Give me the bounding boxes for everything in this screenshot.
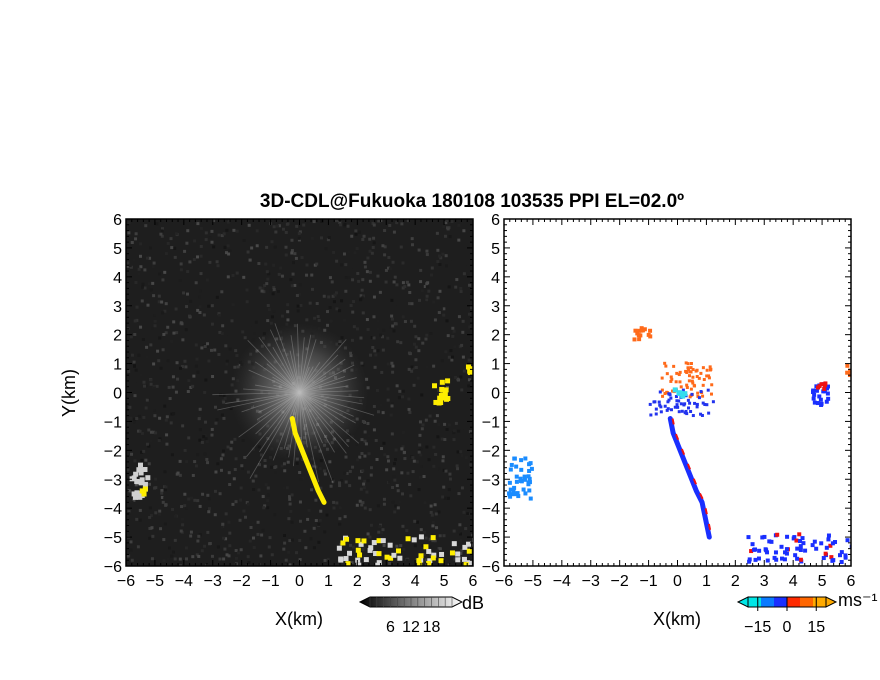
southeast-band — [336, 534, 473, 566]
x-axis-label: X(km) — [275, 609, 323, 629]
x-tick-label: −3 — [204, 573, 222, 590]
x-tick-label: 1 — [324, 573, 333, 590]
x-tick-label: −3 — [582, 573, 600, 590]
y-tick-label: 3 — [491, 299, 500, 316]
x-tick-label: 5 — [440, 573, 449, 590]
x-tick-label: 0 — [673, 573, 682, 590]
plot-area — [504, 219, 851, 566]
y-tick-label: 0 — [491, 386, 500, 403]
y-tick-label: −6 — [482, 559, 500, 576]
db-colorbar-tick: 18 — [423, 619, 441, 636]
y-axis-label: Y(km) — [59, 369, 79, 417]
y-tick-label: −4 — [104, 501, 122, 518]
line-echo — [289, 416, 327, 505]
y-tick-label: 4 — [491, 270, 500, 287]
y-tick-label: 2 — [113, 328, 122, 345]
axis-ticks — [125, 218, 474, 567]
x-tick-label: 6 — [469, 573, 478, 590]
west-patch — [507, 456, 534, 501]
y-tick-label: 4 — [113, 270, 122, 287]
velocity-colorbar-tick: 0 — [783, 619, 792, 636]
x-tick-label: −2 — [233, 573, 251, 590]
velocity-panel: −6 −5 −4 −3 −2 −1 0 1 2 3 4 5 6 −6 −5 −4 −3 −2 −1 0 1 2 3 4 5 6 X(… — [482, 212, 856, 629]
velocity-colorbar-high-arrow — [825, 596, 838, 608]
y-tick-label: −2 — [104, 443, 122, 460]
y-tick-label: −1 — [104, 414, 122, 431]
velocity-colorbar-segment — [787, 597, 801, 607]
east-patch-red — [815, 381, 828, 391]
x-tick-label: −4 — [553, 573, 571, 590]
y-tick-label: −4 — [482, 501, 500, 518]
x-tick-label: −4 — [175, 573, 193, 590]
southeast-band — [746, 532, 851, 564]
y-tick-label: −5 — [482, 530, 500, 547]
db-colorbar-tick: 12 — [402, 619, 420, 636]
y-tick-label: 1 — [491, 357, 500, 374]
y-tick-label: −6 — [104, 559, 122, 576]
x-tick-label: −5 — [146, 573, 164, 590]
velocity-colorbar-segment — [800, 597, 814, 607]
velocity-colorbar: −15 0 15 ms⁻¹ — [736, 590, 878, 636]
velocity-colorbar-tick: −15 — [744, 619, 771, 636]
x-axis-label: X(km) — [653, 609, 701, 629]
west-patch-core — [139, 486, 148, 497]
y-tick-label: 3 — [113, 299, 122, 316]
y-tick-label: 6 — [491, 212, 500, 229]
velocity-colorbar-segment — [813, 597, 827, 607]
x-tick-label: 4 — [411, 573, 420, 590]
x-tick-label: −1 — [639, 573, 657, 590]
x-tick-label: 3 — [760, 573, 769, 590]
y-tick-label: 5 — [491, 241, 500, 258]
plot-area — [126, 219, 473, 566]
y-tick-label: 2 — [491, 328, 500, 345]
velocity-colorbar-tick: 15 — [807, 619, 825, 636]
db-colorbar-label: dB — [462, 593, 484, 613]
y-tick-label: −1 — [482, 414, 500, 431]
x-tick-label: 4 — [789, 573, 798, 590]
cyan-center — [672, 387, 688, 399]
y-tick-label: −2 — [482, 443, 500, 460]
velocity-colorbar-segment — [761, 597, 775, 607]
y-tick-label: 1 — [113, 357, 122, 374]
x-tick-label: 1 — [702, 573, 711, 590]
x-tick-label: −2 — [611, 573, 629, 590]
outbound-cluster-north — [632, 326, 653, 342]
db-colorbar-tick: 6 — [386, 619, 395, 636]
x-tick-label: 5 — [818, 573, 827, 590]
y-tick-label: −5 — [104, 530, 122, 547]
radial-clutter — [230, 323, 369, 462]
x-tick-label: 3 — [382, 573, 391, 590]
x-tick-label: 2 — [731, 573, 740, 590]
reflectivity-panel: −6 −5 −4 −3 −2 −1 0 1 2 3 4 5 6 −6 −5 −4 −3 −2 −1 0 1 2 3 4 5 6 X(… — [59, 212, 478, 629]
figure-title: 3D-CDL@Fukuoka 180108 103535 PPI EL=02.0… — [260, 191, 684, 212]
x-tick-label: 0 — [295, 573, 304, 590]
x-tick-label: −6 — [117, 573, 135, 590]
y-tick-label: −3 — [482, 472, 500, 489]
east-patch — [432, 378, 451, 406]
line-echo — [667, 416, 712, 540]
line-echo-red-fringe — [671, 418, 713, 538]
axis-ticks — [503, 218, 852, 567]
velocity-colorbar-low-arrow — [736, 596, 749, 608]
x-tick-label: −5 — [524, 573, 542, 590]
y-tick-label: 0 — [113, 386, 122, 403]
y-tick-label: 6 — [113, 212, 122, 229]
x-tick-label: −6 — [495, 573, 513, 590]
velocity-colorbar-segment — [774, 597, 788, 607]
y-tick-label: −3 — [104, 472, 122, 489]
x-tick-label: −1 — [261, 573, 279, 590]
clutter-rays — [212, 323, 375, 484]
db-colorbar: 6 12 18 dB — [358, 593, 484, 636]
x-tick-label: 6 — [847, 573, 856, 590]
velocity-colorbar-label: ms⁻¹ — [838, 590, 878, 610]
x-tick-label: 2 — [353, 573, 362, 590]
velocity-colorbar-segment — [748, 597, 762, 607]
y-tick-label: 5 — [113, 241, 122, 258]
